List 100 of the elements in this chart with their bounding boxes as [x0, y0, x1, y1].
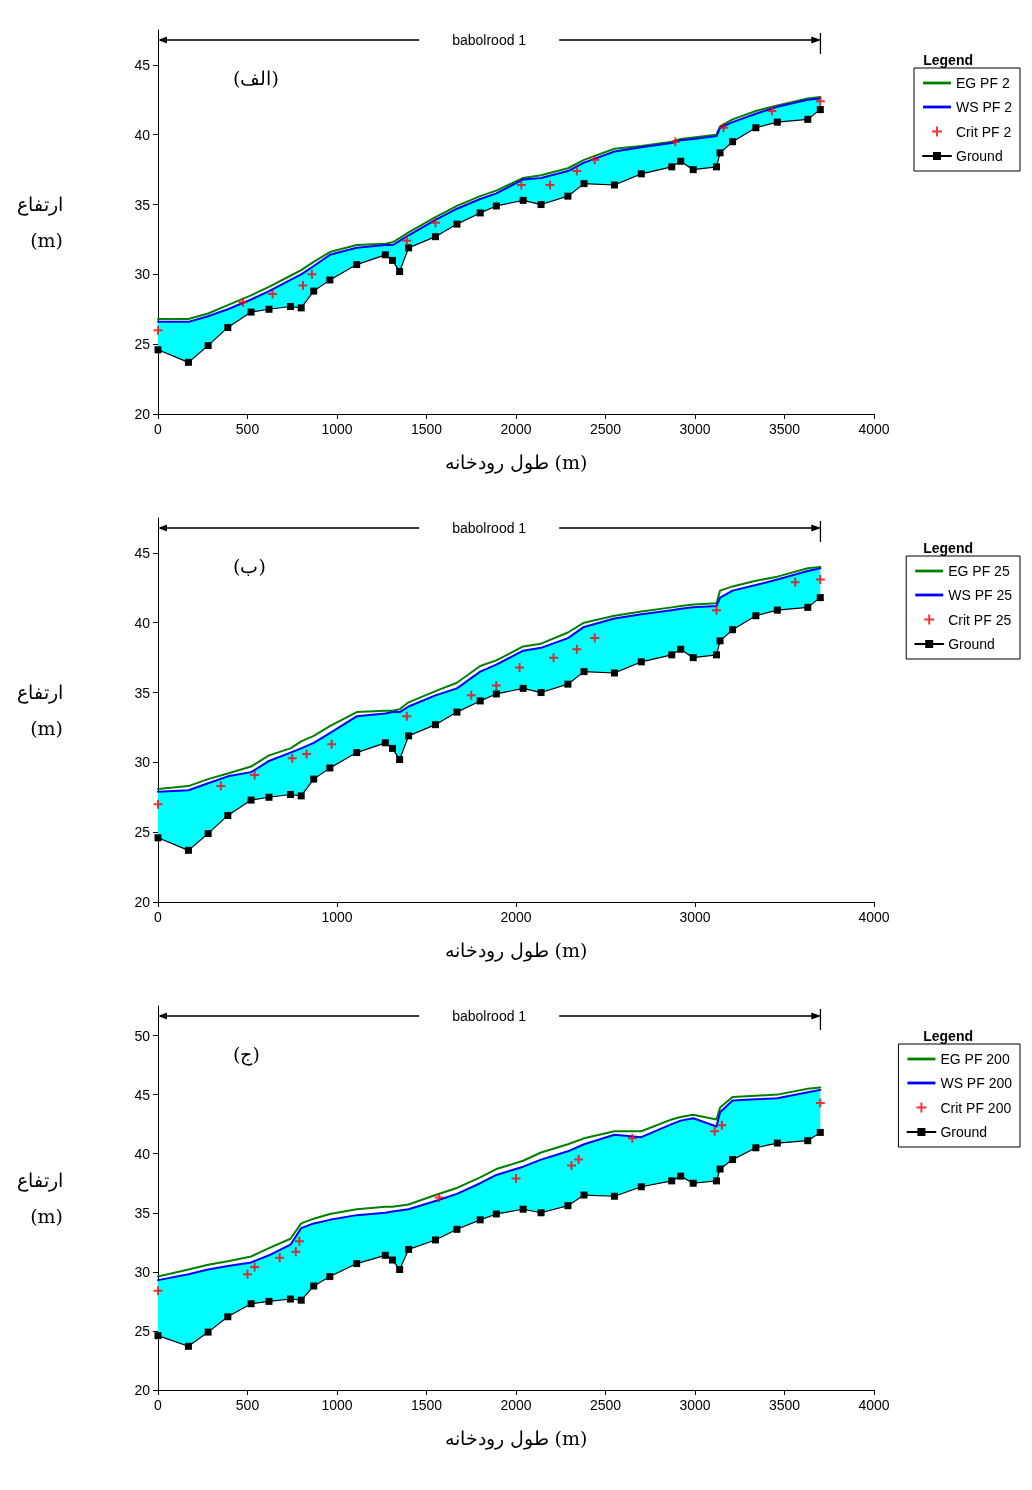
text: (الف) [233, 66, 279, 89]
point [564, 192, 572, 200]
text: (ج) [233, 1042, 260, 1066]
point [668, 651, 676, 659]
point [476, 209, 484, 217]
point [637, 658, 645, 666]
point [396, 1265, 404, 1273]
point [405, 244, 413, 252]
point [388, 1256, 396, 1264]
point [204, 342, 212, 350]
y-tick-label: 30 [134, 1263, 151, 1280]
annotation: babolrood 1 [452, 32, 527, 48]
point [381, 739, 389, 747]
point [184, 358, 192, 366]
point [712, 1177, 720, 1185]
y-tick-label: 40 [134, 126, 151, 143]
y-tick-label: 50 [134, 1027, 151, 1044]
x-tick-label: 1500 [410, 1397, 443, 1413]
y-tick-label: 25 [134, 824, 151, 841]
point [637, 170, 645, 178]
point [816, 1128, 824, 1136]
point [816, 106, 824, 114]
point [668, 163, 676, 171]
point [224, 1313, 232, 1321]
point [492, 202, 500, 210]
point [405, 1245, 413, 1253]
point [677, 645, 685, 653]
point [804, 1137, 812, 1145]
point [381, 251, 389, 259]
point [537, 1209, 545, 1217]
point [405, 732, 413, 740]
legend-label: WS PF 2 [955, 99, 1013, 115]
x-tick-label: 3500 [768, 1397, 801, 1413]
point [453, 220, 461, 228]
y-tick-label: 35 [134, 196, 151, 213]
legend-label: EG PF 200 [940, 1051, 1010, 1067]
point [265, 305, 273, 313]
y-tick-label: 35 [134, 1204, 151, 1221]
point [310, 775, 318, 783]
legend-label: EG PF 2 [955, 75, 1010, 91]
point [537, 689, 545, 697]
legend-label: Ground [940, 1124, 988, 1140]
y-tick-label: 40 [134, 614, 151, 631]
x-tick-label: 3500 [768, 421, 801, 437]
point [286, 302, 294, 310]
point [297, 792, 305, 800]
x-axis-title: طول رودخانه (m) [444, 450, 588, 474]
point [729, 1156, 737, 1164]
y-tick-label: 20 [134, 894, 151, 910]
point [297, 304, 305, 312]
point [247, 796, 255, 804]
legend-label: Ground [955, 148, 1003, 164]
x-tick-label: 0 [154, 1397, 163, 1413]
point [310, 287, 318, 295]
legend-label: Ground [948, 636, 995, 652]
point [353, 749, 361, 757]
point [184, 1342, 192, 1350]
x-axis-title: طول رودخانه (m) [444, 1426, 588, 1450]
point [677, 157, 685, 165]
annotation: babolrood 1 [452, 520, 527, 536]
y-tick-label: 45 [134, 1086, 151, 1103]
x-tick-label: 2500 [589, 421, 622, 437]
point [476, 697, 484, 705]
point [453, 708, 461, 716]
point [519, 684, 527, 692]
point [729, 626, 737, 634]
point [668, 1177, 676, 1185]
legend-title: Legend [923, 1028, 973, 1044]
legend-title: Legend [923, 52, 973, 68]
point [610, 1192, 618, 1200]
point [492, 1210, 500, 1218]
point [492, 690, 500, 698]
x-tick-label: 2000 [500, 421, 532, 437]
y-tick-label: 20 [134, 1382, 151, 1398]
point [154, 1332, 162, 1340]
point [804, 115, 812, 123]
legend-label: Crit PF 200 [940, 1099, 1012, 1116]
point [804, 603, 812, 611]
point [431, 721, 439, 729]
x-tick-label: 4000 [858, 1397, 890, 1413]
point [637, 1183, 645, 1191]
point [519, 196, 527, 204]
point [716, 1165, 724, 1173]
point [729, 138, 737, 146]
y-tick-label: 25 [134, 336, 151, 353]
point [564, 1202, 572, 1210]
annotation: babolrood 1 [452, 1008, 527, 1024]
point [204, 1328, 212, 1336]
point [247, 1300, 255, 1308]
x-tick-label: 500 [235, 1397, 260, 1413]
y-tick-label: 40 [134, 1145, 151, 1162]
x-tick-label: 2500 [589, 1397, 622, 1413]
point [752, 124, 760, 132]
point [712, 651, 720, 659]
x-tick-label: 2000 [500, 909, 532, 925]
point [431, 1236, 439, 1244]
point [396, 756, 404, 764]
y-tick-label: 20 [134, 406, 151, 422]
point [388, 744, 396, 752]
point [224, 323, 232, 331]
